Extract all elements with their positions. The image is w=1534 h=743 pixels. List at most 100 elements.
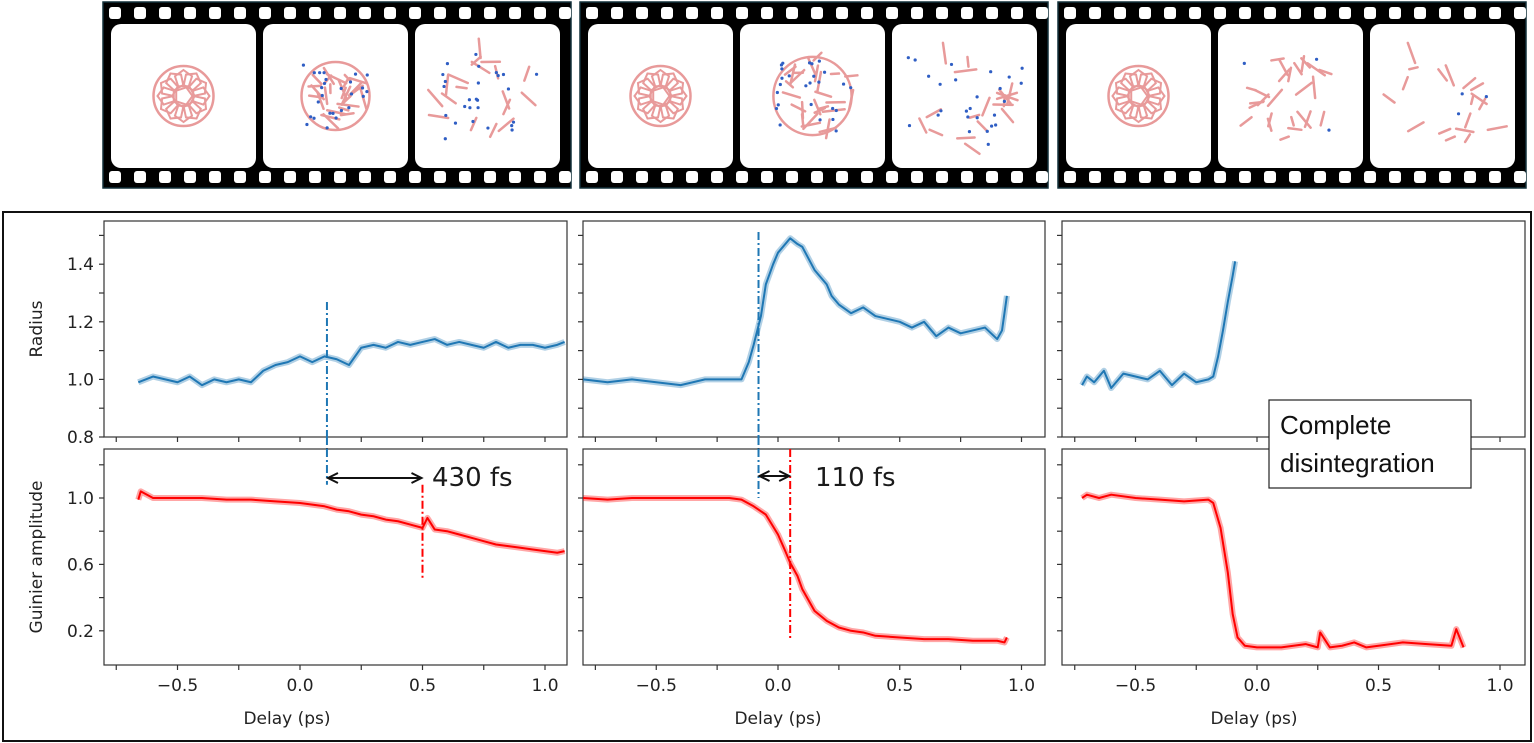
ion-dot	[822, 70, 827, 74]
fullerene-molecule	[906, 41, 1024, 156]
series-band	[1079, 260, 1239, 392]
sprocket-hole	[786, 171, 798, 183]
ion-dot	[443, 137, 447, 141]
ion-dot	[906, 56, 910, 60]
ion-dot	[301, 63, 306, 67]
sprocket-hole	[1364, 171, 1376, 183]
ion-dot	[939, 109, 943, 113]
ion-dot	[453, 121, 458, 125]
ion-dot	[331, 111, 335, 115]
sprocket-hole	[259, 7, 271, 19]
sprocket-hole	[1114, 171, 1126, 183]
ion-dot	[328, 111, 332, 115]
plot-panel-column-2-bottom: −0.5 0.0 0.5 1.0	[578, 448, 1046, 696]
ion-dot	[834, 129, 838, 133]
sprocket-hole	[1089, 7, 1101, 19]
x-tick-label: 0.5	[409, 676, 436, 696]
sprocket-hole	[836, 171, 848, 183]
x-tick-label: −0.5	[636, 676, 677, 696]
sprocket-hole	[134, 7, 146, 19]
ion-dot	[444, 113, 448, 118]
ion-dot	[780, 76, 784, 80]
ion-dot	[774, 106, 779, 111]
sprocket-hole	[284, 171, 296, 183]
sprocket-hole	[1289, 7, 1301, 19]
ion-dot	[936, 113, 940, 117]
ion-dot	[812, 74, 816, 78]
series-line	[1081, 493, 1465, 649]
sprocket-hole	[1514, 7, 1526, 19]
sprocket-hole	[986, 7, 998, 19]
ion-dot	[804, 84, 808, 88]
sprocket-hole	[384, 7, 396, 19]
sprocket-hole	[1036, 171, 1048, 183]
ion-dot	[1456, 112, 1461, 116]
sprocket-hole	[359, 171, 371, 183]
axes-frame	[582, 220, 1046, 438]
duration-arrow	[757, 470, 792, 482]
sprocket-hole	[761, 7, 773, 19]
sprocket-hole	[1464, 171, 1476, 183]
ion-dot	[348, 80, 353, 84]
box-line2: disintegration	[1280, 448, 1435, 478]
sprocket-hole	[661, 7, 673, 19]
ion-dot	[305, 122, 309, 127]
sprocket-hole	[911, 171, 923, 183]
sprocket-hole	[1389, 7, 1401, 19]
ion-dot	[831, 117, 835, 122]
sprocket-hole	[259, 171, 271, 183]
film-strip	[579, 1, 1049, 189]
ion-dot	[496, 73, 500, 78]
sprocket-hole	[586, 171, 598, 183]
ion-dot	[441, 72, 445, 77]
sprocket-hole	[1439, 7, 1451, 19]
film-strip	[102, 1, 572, 189]
ion-dot	[501, 72, 506, 77]
ion-dot	[476, 106, 480, 110]
sprocket-hole	[1489, 171, 1501, 183]
complete-disintegration-box: Complete disintegration	[1268, 399, 1472, 489]
annotation-110fs: 110 fs	[815, 463, 896, 493]
ion-dot	[442, 84, 446, 89]
ion-dot	[361, 94, 365, 98]
ion-dot	[325, 126, 329, 130]
sprocket-hole	[1089, 171, 1101, 183]
sprocket-hole	[661, 171, 673, 183]
sprocket-hole	[484, 171, 496, 183]
sprocket-hole	[1214, 171, 1226, 183]
ion-dot	[312, 71, 316, 75]
x-tick-label: 0.5	[886, 676, 913, 696]
sprocket-hole	[811, 7, 823, 19]
ion-dot	[834, 108, 838, 113]
ion-dot	[474, 52, 478, 57]
sprocket-hole	[459, 7, 471, 19]
sprocket-hole	[209, 171, 221, 183]
sprocket-hole	[1289, 171, 1301, 183]
ion-dot	[1460, 92, 1464, 96]
y-tick-label: 0.2	[67, 622, 94, 642]
ion-dot	[349, 92, 354, 96]
ion-dot	[809, 102, 813, 107]
sprocket-hole	[1264, 171, 1276, 183]
ion-dot	[807, 61, 812, 65]
ion-dot	[471, 119, 475, 124]
sprocket-hole	[284, 7, 296, 19]
sprocket-hole	[1139, 7, 1151, 19]
ion-dot	[486, 126, 490, 130]
ion-dot	[365, 73, 369, 77]
ion-dot	[968, 106, 972, 111]
ion-dot	[1020, 66, 1024, 70]
radius-ylabel: Radius	[27, 300, 47, 357]
ion-dot	[506, 87, 511, 91]
sprocket-hole	[1439, 171, 1451, 183]
sprocket-hole	[1164, 171, 1176, 183]
sprocket-hole	[309, 171, 321, 183]
sprocket-hole	[861, 7, 873, 19]
sprocket-hole	[309, 7, 321, 19]
sprocket-hole	[409, 171, 421, 183]
ion-dot	[463, 104, 467, 109]
ion-dot	[985, 129, 989, 133]
sprocket-hole	[534, 7, 546, 19]
sprocket-hole	[836, 7, 848, 19]
